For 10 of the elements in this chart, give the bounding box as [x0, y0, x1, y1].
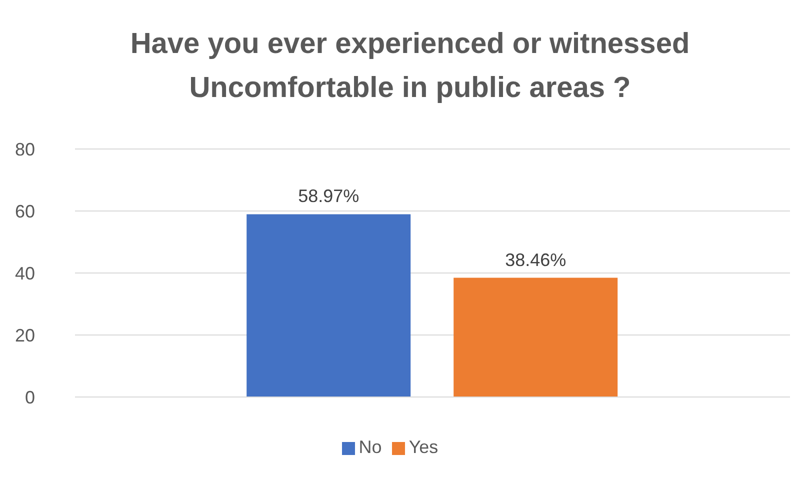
y-tick-label: 80	[14, 139, 35, 160]
y-tick-label: 0	[24, 387, 35, 408]
y-tick-label: 20	[14, 325, 35, 346]
data-label: 58.97%	[298, 186, 360, 206]
y-tick-label: 40	[14, 263, 35, 284]
chart-title: Have you ever experienced or witnessed Uncomfortable in public areas ?	[130, 28, 690, 104]
legend-label: Yes	[408, 437, 438, 457]
legend-label: No	[358, 437, 382, 457]
y-tick-label: 60	[14, 201, 35, 222]
data-label: 38.46%	[505, 250, 566, 270]
